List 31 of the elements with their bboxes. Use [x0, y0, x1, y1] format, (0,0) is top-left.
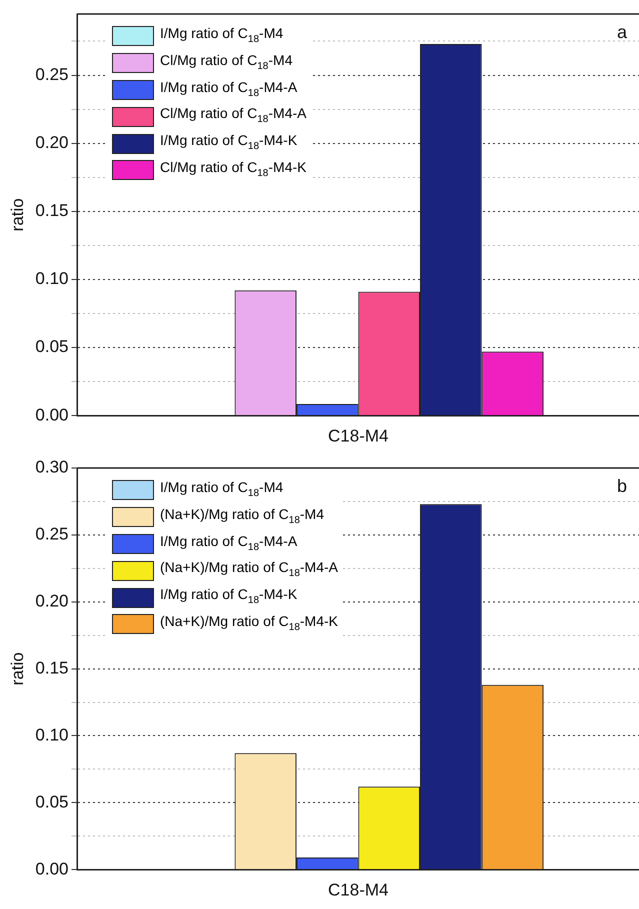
legend-label: (Na+K)/Mg ratio of C$_{18}$-M4-K [160, 612, 338, 635]
legend-label: Cl/Mg ratio of C$_{18}$-M4 [160, 50, 292, 74]
y-tick-label: 0.00 [35, 859, 68, 878]
legend-label: I/Mg ratio of C$_{18}$-M4 [160, 478, 284, 501]
y-tick-label: 0.20 [35, 592, 68, 611]
legend-label: (Na+K)/Mg ratio of C$_{18}$-M4-A [160, 558, 338, 582]
y-tick-label: 0.20 [35, 133, 68, 152]
legend-label: I/Mg ratio of C$_{18}$-M4-A [160, 78, 298, 100]
y-tick-label: 0.05 [35, 792, 68, 812]
y-tick-label: 0.10 [35, 725, 68, 744]
legend-label: I/Mg ratio of C$_{18}$-M4-K [160, 585, 298, 608]
y-axis-title: ratio [8, 652, 27, 686]
legend-label: Cl/Mg ratio of C$_{18}$-M4-A [160, 104, 306, 128]
annotation: b [616, 476, 627, 496]
legend-label: I/Mg ratio of C$_{18}$-M4-K [160, 131, 298, 154]
x-tick-label: C18-M4 [328, 880, 388, 900]
annotation: a [616, 22, 628, 42]
y-axis-title: ratio [8, 198, 27, 232]
legend-label: I/Mg ratio of C$_{18}$-M4-A [160, 532, 298, 554]
x-tick-label: C18-M4 [328, 426, 388, 446]
legend-label: (Na+K)/Mg ratio of C$_{18}$-M4 [160, 504, 324, 528]
legend-label: I/Mg ratio of C$_{18}$-M4 [160, 24, 284, 47]
legend-label: Cl/Mg ratio of C$_{18}$-M4-K [160, 158, 306, 181]
y-tick-label: 0.30 [35, 458, 68, 477]
y-tick-label: 0.25 [35, 524, 68, 544]
y-tick-label: 0.10 [35, 269, 68, 288]
y-tick-label: 0.15 [35, 201, 68, 220]
y-tick-label: 0.25 [35, 64, 68, 84]
y-tick-label: 0.15 [35, 658, 68, 678]
y-tick-label: 0.00 [35, 405, 68, 424]
y-tick-label: 0.05 [35, 337, 68, 356]
